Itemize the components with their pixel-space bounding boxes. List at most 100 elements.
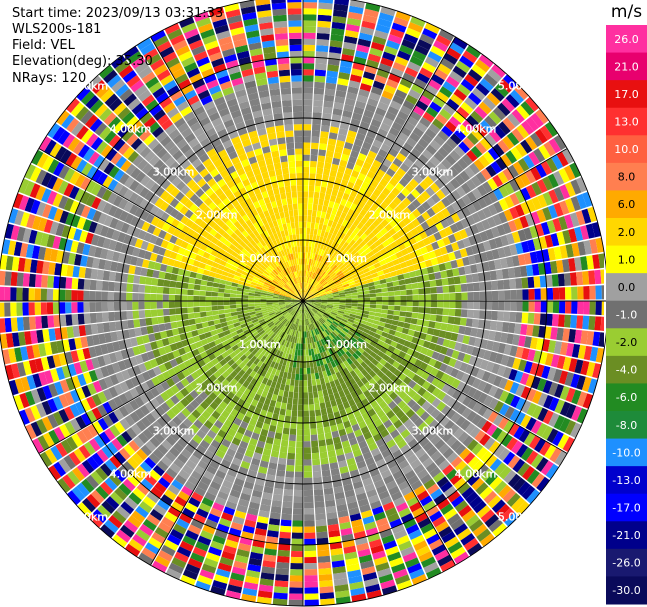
range-gate [303,203,308,210]
range-gate [357,247,365,255]
range-gate [379,163,389,173]
range-gate [294,311,299,318]
range-gate [455,292,462,301]
range-gate [144,542,160,555]
range-gate [351,301,358,304]
range-gate [417,353,426,362]
range-gate [278,389,284,397]
range-gate [285,378,291,386]
range-gate [303,307,305,314]
range-gate [166,534,182,546]
range-gate [392,360,401,369]
range-gate [183,345,192,354]
range-gate [456,239,466,250]
range-gate [489,270,498,281]
range-gate [460,101,474,115]
range-gate [303,453,312,460]
range-gate [314,372,320,380]
range-gate [313,247,317,254]
range-gate [283,326,288,333]
range-gate [260,301,267,304]
range-gate [223,297,230,301]
range-gate [310,246,315,254]
range-gate [111,438,123,451]
range-gate [290,299,297,301]
range-gate [498,466,512,480]
range-gate [188,497,201,508]
range-gate [325,276,332,282]
range-gate [290,323,295,330]
range-gate [118,393,129,405]
range-gate [309,173,316,180]
range-gate [384,111,397,122]
range-gate [267,468,277,476]
range-gate [339,339,347,347]
range-gate [226,347,234,355]
range-gate [63,406,75,421]
range-gate [339,369,346,377]
range-gate [107,291,115,301]
range-gate [317,353,322,360]
range-gate [305,319,307,326]
range-gate [140,416,152,428]
range-gate [437,63,452,76]
range-gate [582,393,594,409]
range-gate [339,304,346,308]
range-gate [177,453,189,464]
range-gate [501,322,510,333]
range-gate [432,515,446,528]
range-gate [227,337,235,344]
range-gate [534,288,541,300]
range-gate [558,301,566,314]
range-gate [422,237,431,246]
range-gate [537,392,548,407]
range-gate [217,332,225,339]
range-gate [580,360,590,376]
range-gate [42,432,55,448]
range-gate [392,172,403,182]
range-gate [337,312,344,317]
range-gate [357,257,365,265]
range-gate [357,337,365,344]
range-gate [107,301,115,312]
range-gate [336,314,343,319]
range-gate [183,325,192,333]
range-gate [101,302,109,312]
range-gate [249,437,258,447]
range-gate [426,197,436,208]
range-gate [189,380,199,390]
range-gate [389,162,400,173]
range-gate [482,206,493,219]
range-gate [308,302,315,305]
range-gate [109,374,120,386]
range-gate [488,518,504,533]
range-gate [87,424,99,438]
range-gate [174,426,185,437]
range-gate [0,286,5,301]
range-gate [406,496,419,507]
range-gate [339,355,347,363]
range-gate [545,313,553,326]
range-gate [230,370,238,379]
range-gate [263,486,274,494]
range-gate [259,504,271,512]
range-gate [333,319,340,325]
range-gate [509,409,521,422]
range-gate [294,471,303,478]
range-gate [330,120,341,128]
range-gate [161,439,173,451]
range-gate [108,311,115,322]
range-gate [479,252,488,263]
range-gate [529,225,539,239]
range-gate [280,439,289,447]
range-gate [312,289,318,294]
range-gate [140,352,150,363]
range-gate [274,369,281,377]
range-gate [121,369,131,381]
range-gate [131,470,144,483]
range-gate [491,301,499,311]
range-gate [378,400,388,410]
range-gate [352,524,365,534]
range-gate [278,303,286,307]
range-gate [388,73,402,84]
